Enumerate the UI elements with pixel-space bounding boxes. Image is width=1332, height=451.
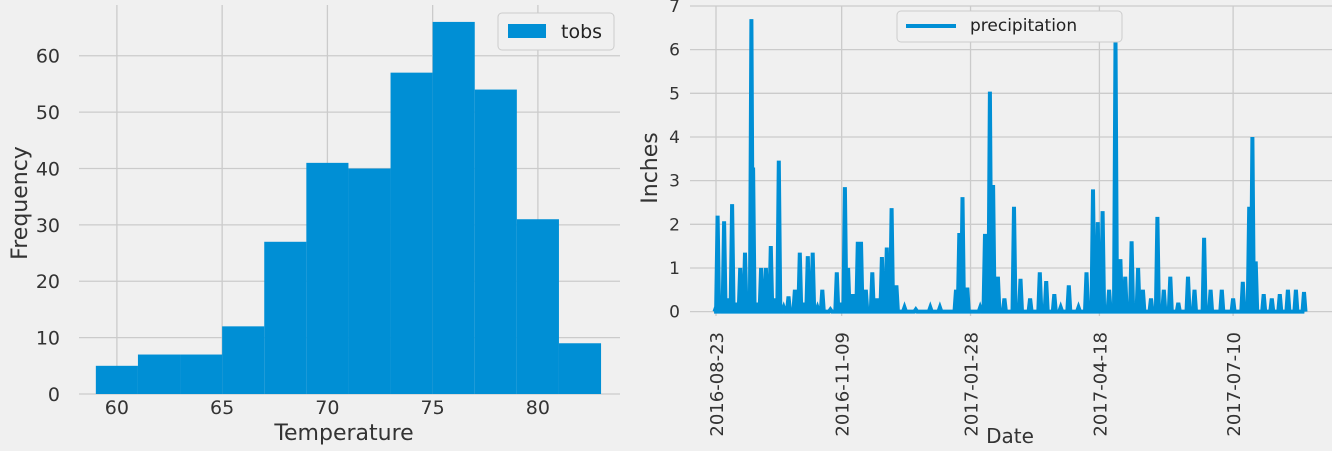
precipitation-y-tick-label: 6 — [669, 41, 680, 61]
precipitation-y-tick-label: 5 — [669, 84, 680, 104]
histogram-legend: tobs — [497, 12, 615, 51]
precipitation-x-tick-label: 2017-01-28 — [962, 332, 983, 437]
histogram-x-tick-label: 75 — [421, 397, 445, 419]
histogram-y-tick-label: 40 — [36, 158, 60, 180]
precipitation-legend-label: precipitation — [970, 16, 1077, 36]
precipitation-y-tick-label: 1 — [669, 259, 680, 279]
precipitation-y-tick-label: 4 — [669, 128, 680, 148]
histogram-y-tick-label: 20 — [36, 271, 60, 293]
histogram-x-tick-labels: 60 65 70 75 80 — [105, 397, 550, 419]
histogram-bar — [474, 89, 517, 394]
histogram-bar — [432, 21, 475, 394]
precipitation-y-tick-label: 0 — [669, 303, 680, 323]
precipitation-y-tick-label: 7 — [669, 0, 680, 17]
histogram-bar — [180, 354, 223, 394]
histogram-x-tick-label: 65 — [210, 397, 234, 419]
precipitation-legend-box — [896, 10, 1123, 43]
histogram-y-tick-label: 50 — [36, 102, 60, 124]
precipitation-x-axis-label: Date — [986, 424, 1034, 448]
precipitation-x-tick-labels: 2016-08-23 2016-11-09 2017-01-28 2017-04-18… — [707, 332, 1245, 437]
histogram-bar — [137, 354, 181, 394]
histogram-bar — [390, 72, 433, 395]
histogram-y-tick-label: 0 — [48, 384, 60, 406]
precipitation-legend: precipitation — [896, 10, 1123, 43]
histogram-bar — [558, 343, 602, 394]
histogram-x-tick-label: 60 — [105, 397, 129, 419]
histogram-bar — [222, 326, 265, 394]
histogram-bar — [348, 168, 391, 394]
precipitation-chart: 2016-08-23 2016-11-09 2017-01-28 2017-04-18… — [638, 0, 1332, 448]
histogram-y-tick-label: 30 — [36, 215, 60, 237]
precipitation-x-tick-label: 2017-04-18 — [1090, 332, 1111, 437]
precipitation-y-tick-label: 2 — [669, 215, 680, 235]
precipitation-y-tick-labels: 0 1 2 3 4 5 6 7 — [669, 0, 680, 323]
histogram-legend-swatch — [508, 24, 546, 38]
precipitation-x-tick-label: 2016-11-09 — [833, 332, 854, 437]
precipitation-x-tick-label: 2017-07-10 — [1224, 332, 1245, 437]
histogram-legend-box — [497, 12, 615, 51]
histogram-y-axis-label: Frequency — [8, 146, 33, 260]
histogram-bar — [516, 219, 559, 394]
histogram-x-axis-label: Temperature — [273, 421, 413, 446]
precipitation-y-axis-label: Inches — [638, 132, 663, 203]
precipitation-series-line — [712, 19, 1308, 314]
histogram-bar — [95, 365, 138, 394]
precipitation-grid — [690, 5, 1332, 316]
histogram-x-tick-label: 70 — [315, 397, 339, 419]
histogram-chart: 60 65 70 75 80 0 10 20 30 40 50 60 Temperature Fre… — [8, 5, 620, 446]
histogram-y-tick-labels: 0 10 20 30 40 50 60 — [36, 46, 60, 406]
histogram-bar — [306, 162, 349, 394]
histogram-bars — [95, 21, 602, 395]
histogram-x-tick-label: 80 — [526, 397, 550, 419]
histogram-y-tick-label: 10 — [36, 328, 60, 350]
histogram-y-tick-label: 60 — [36, 46, 60, 68]
precipitation-x-tick-label: 2016-08-23 — [707, 332, 728, 437]
histogram-bar — [264, 241, 307, 394]
histogram-legend-label: tobs — [561, 21, 602, 43]
precipitation-y-tick-label: 3 — [669, 172, 680, 192]
